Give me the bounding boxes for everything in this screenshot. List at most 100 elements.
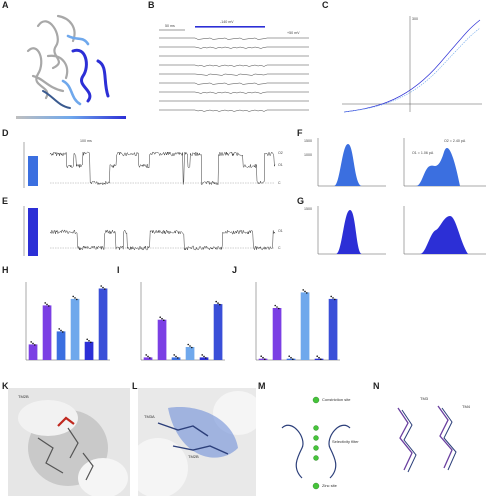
f-ytick-1: 1000 [304, 153, 312, 157]
d-trace [49, 151, 276, 186]
m-legend-constriction: Constriction site [322, 397, 351, 402]
point-j-1-0 [274, 304, 276, 307]
point-h-4-1 [88, 340, 90, 342]
point-i-3-1 [189, 345, 191, 347]
point-j-1-2 [278, 307, 280, 310]
point-i-1-0 [159, 316, 161, 318]
bar-h-0 [28, 344, 38, 360]
f-annot-o2: O2 = 2.40 pA [444, 139, 466, 143]
point-h-1-2 [48, 305, 50, 307]
bar-h-2 [56, 331, 66, 360]
f-hist-right [404, 147, 486, 186]
bar-h-5 [98, 288, 108, 360]
point-j-0-1 [262, 356, 264, 359]
point-h-2-0 [58, 328, 60, 330]
panel-k: TM2B [8, 388, 130, 496]
panel-letter-e: E [2, 196, 9, 206]
point-j-2-0 [288, 355, 290, 357]
point-j-5-0 [330, 295, 332, 298]
point-j-0-2 [264, 358, 266, 360]
panel-l: TM3A TM2B [138, 388, 256, 496]
panel-e: O1 C [23, 206, 283, 256]
panel-letter-j: J [232, 265, 238, 275]
point-i-4-0 [201, 354, 203, 356]
m-label-selectivity: Selectivity filter [332, 439, 359, 444]
bar-i-4 [199, 357, 209, 360]
panel-letter-h: H [2, 265, 9, 275]
point-j-4-1 [318, 356, 320, 359]
point-h-4-0 [86, 338, 88, 341]
point-i-4-1 [203, 355, 205, 358]
point-i-4-2 [205, 357, 207, 359]
panel-h-chart [25, 282, 110, 361]
point-h-1-0 [44, 302, 46, 304]
panel-letter-g: G [297, 196, 305, 206]
bar-j-5 [328, 298, 338, 360]
point-j-1-1 [276, 306, 278, 308]
bar-j-4 [314, 358, 324, 360]
panel-letter-d: D [2, 128, 9, 138]
panel-b-traces: 50 ms -140 mV +50 mV [159, 20, 309, 112]
ribbon-lightblue [61, 34, 90, 106]
bar-h-4 [84, 341, 94, 360]
panel-g: 1500 [304, 206, 486, 255]
panel-letter-n: N [373, 381, 380, 391]
n-label-tm3: TM3 [420, 396, 429, 401]
e-bar [28, 208, 38, 256]
point-h-3-2 [76, 298, 78, 301]
l-label-tm2b: TM2B [188, 454, 199, 459]
point-i-2-2 [177, 357, 179, 359]
bar-i-3 [185, 347, 195, 360]
point-h-0-1 [32, 342, 34, 345]
voltage-label: -140 mV [220, 20, 234, 24]
point-i-1-2 [163, 319, 165, 321]
point-j-3-2 [306, 292, 308, 294]
panel-d: 100 ms O2 O1 C [23, 139, 283, 188]
g-ytick-0: 1500 [304, 207, 312, 211]
point-h-3-1 [74, 297, 76, 299]
scale-time-label: 50 ms [165, 24, 175, 28]
bar-h-1 [42, 305, 52, 360]
point-j-4-0 [316, 355, 318, 357]
point-i-3-2 [191, 346, 193, 349]
point-h-0-2 [34, 344, 36, 346]
point-i-1-1 [161, 317, 163, 320]
bar-j-2 [286, 358, 296, 360]
point-i-5-0 [215, 300, 217, 303]
point-h-2-1 [60, 329, 62, 332]
f-annot-o1: O1 = 1.06 pA [412, 151, 434, 155]
point-j-2-1 [290, 356, 292, 359]
panel-letter-l: L [132, 381, 138, 391]
panel-i-chart [140, 282, 225, 361]
l-label-tm3a: TM3A [144, 414, 155, 419]
current-traces [159, 37, 309, 112]
e-state-c: C [278, 246, 281, 250]
ribbon-blue [71, 48, 110, 103]
d-scale: 100 ms [80, 139, 92, 143]
d-bar [28, 156, 38, 186]
g-hist-right [404, 216, 486, 254]
bar-h-3 [70, 298, 80, 360]
point-i-0-2 [149, 357, 151, 359]
panel-letter-k: K [2, 381, 9, 391]
domain-color-bar [16, 116, 126, 119]
bar-i-5 [213, 304, 223, 360]
point-h-1-1 [46, 303, 48, 306]
point-j-2-2 [292, 358, 294, 360]
d-state-c: C [278, 181, 281, 185]
panel-n: TM3 TM4 [397, 396, 471, 473]
point-j-4-2 [320, 358, 322, 360]
d-state-o2: O2 [278, 151, 283, 155]
point-h-3-0 [72, 295, 74, 298]
panel-letter-i: I [117, 265, 120, 275]
k-label: TM2B [18, 394, 29, 399]
point-h-5-0 [100, 285, 102, 287]
bar-j-0 [258, 358, 268, 360]
point-i-0-0 [145, 354, 147, 356]
point-j-3-0 [302, 289, 304, 291]
point-h-5-2 [104, 288, 106, 290]
bar-i-0 [143, 357, 153, 360]
panel-letter-f: F [297, 128, 303, 138]
point-i-0-1 [147, 355, 149, 358]
panel-j-chart [255, 282, 340, 361]
